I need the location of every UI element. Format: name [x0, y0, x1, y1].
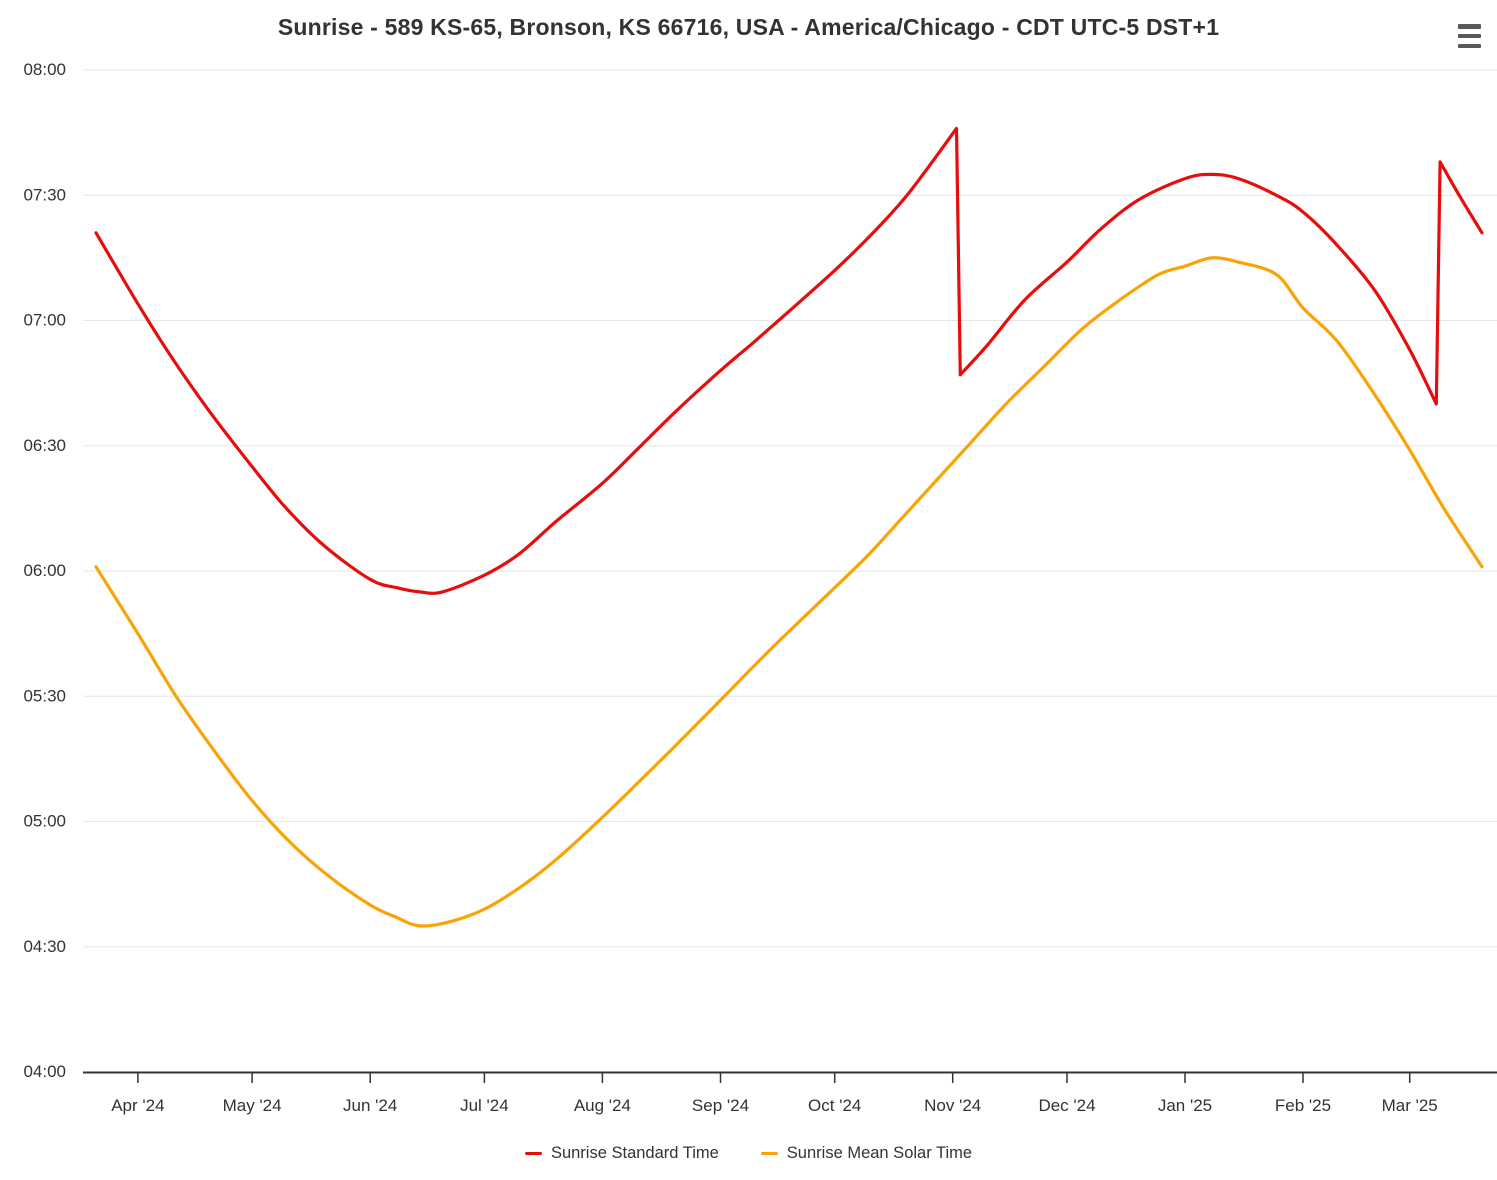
y-axis-label: 07:30: [23, 185, 66, 204]
x-axis-label: Mar '25: [1382, 1096, 1438, 1115]
y-axis-label: 06:30: [23, 436, 66, 455]
hamburger-icon: [1458, 24, 1481, 29]
y-axis-label: 05:00: [23, 812, 66, 831]
x-axis-label: May '24: [223, 1096, 282, 1115]
x-axis-label: Aug '24: [574, 1096, 631, 1115]
legend: Sunrise Standard Time Sunrise Mean Solar…: [0, 1144, 1497, 1163]
chart-title: Sunrise - 589 KS-65, Bronson, KS 66716, …: [277, 14, 1220, 40]
hamburger-icon: [1458, 33, 1481, 39]
legend-marker-red-line: [524, 1151, 542, 1156]
chart-context-menu-button[interactable]: [1456, 24, 1484, 48]
hamburger-icon: [1458, 43, 1481, 48]
x-axis-label: Apr '24: [111, 1096, 164, 1115]
series-line-sunrise-mean-solar-time[interactable]: [94, 256, 1484, 928]
y-axis-label: 06:00: [23, 561, 66, 580]
legend-marker-orange-line: [760, 1151, 778, 1156]
x-axis-label: Oct '24: [808, 1096, 861, 1115]
legend-label: Sunrise Standard Time: [550, 1144, 719, 1162]
y-axis-label: 04:00: [23, 1062, 66, 1081]
x-axis-label: Dec '24: [1038, 1096, 1095, 1115]
y-axis-label: 07:00: [23, 311, 66, 330]
legend-label: Sunrise Mean Solar Time: [786, 1144, 973, 1162]
x-axis-label: Feb '25: [1275, 1096, 1331, 1115]
x-axis-label: Sep '24: [692, 1096, 749, 1115]
x-axis-label: Jun '24: [343, 1096, 397, 1115]
x-axis-label: Jul '24: [460, 1096, 509, 1115]
series-line-sunrise-standard-time[interactable]: [94, 126, 1484, 595]
y-axis-label: 05:30: [23, 686, 66, 705]
y-axis-label: 08:00: [23, 60, 66, 79]
x-axis-label: Jan '25: [1158, 1096, 1212, 1115]
y-axis-label: 04:30: [23, 937, 66, 956]
legend-item-sunrise-mean-solar-time[interactable]: Sunrise Mean Solar Time: [760, 1144, 973, 1163]
x-axis-label: Nov '24: [924, 1096, 981, 1115]
legend-item-sunrise-standard-time[interactable]: Sunrise Standard Time: [524, 1144, 719, 1163]
